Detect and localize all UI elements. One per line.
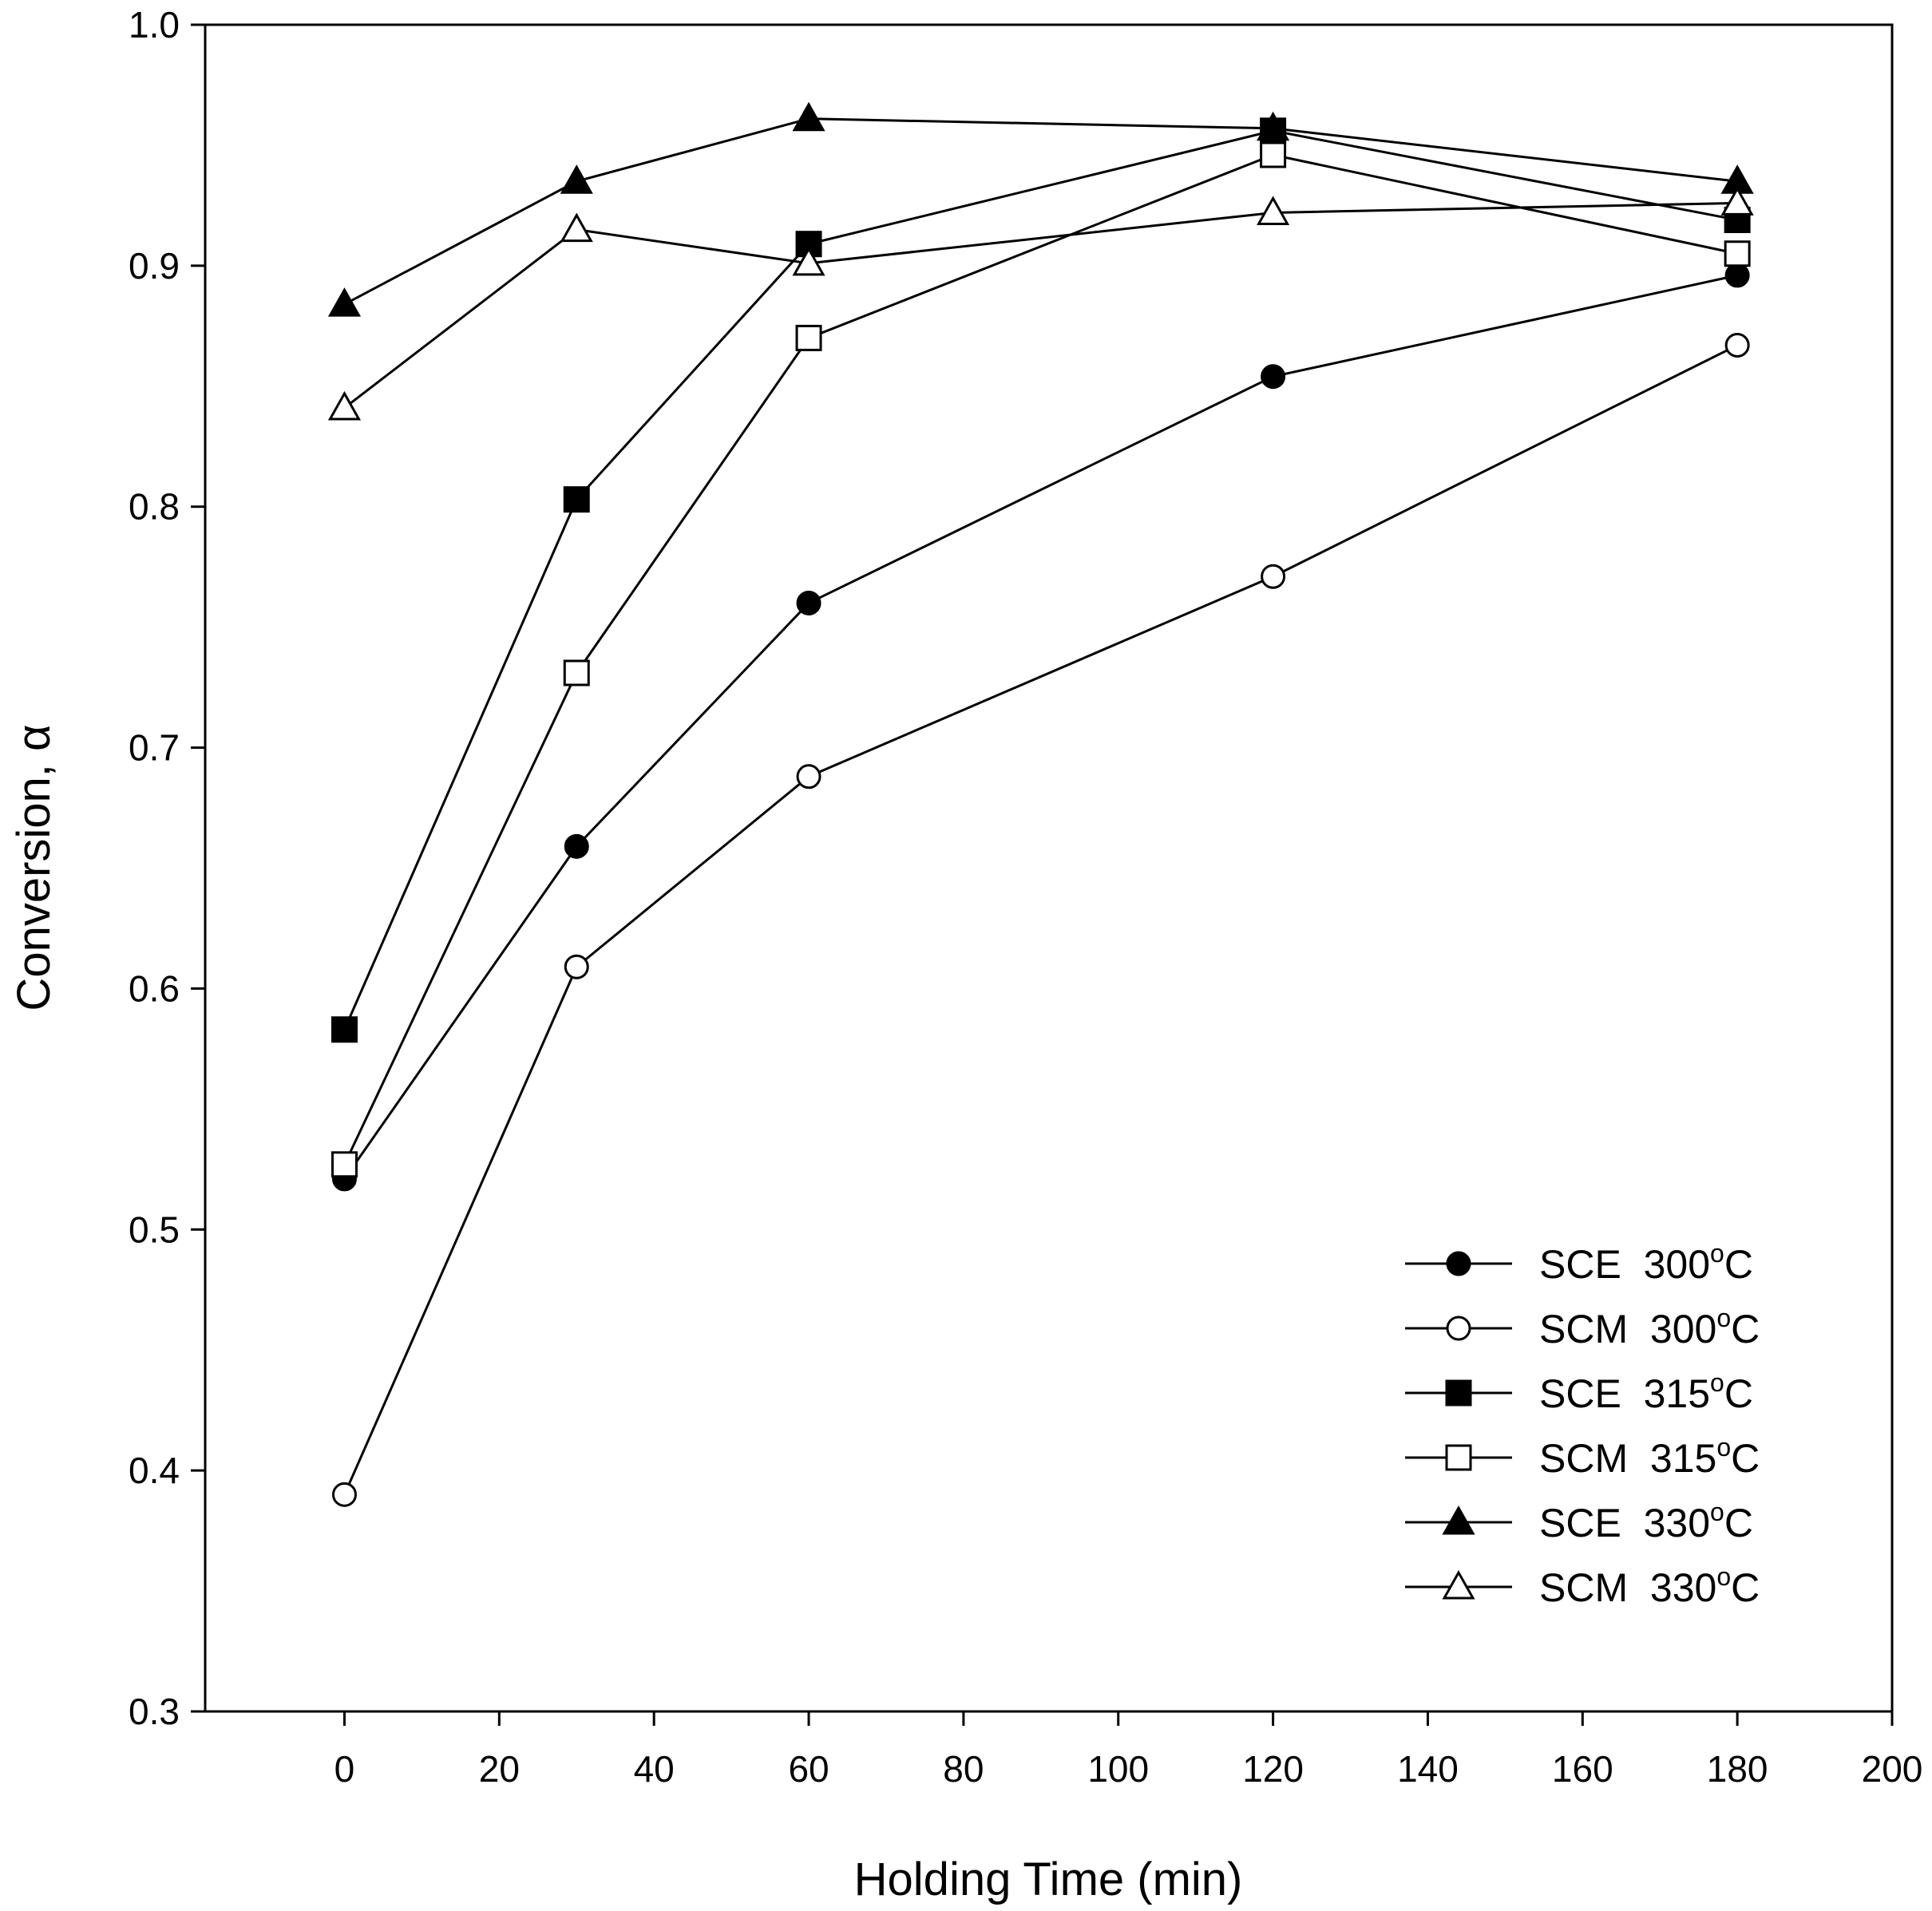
legend-entry: SCE 300oC xyxy=(1405,1239,1753,1287)
data-point xyxy=(560,164,593,194)
legend-marker xyxy=(1445,1379,1472,1407)
data-point xyxy=(560,212,593,243)
x-tick-label: 200 xyxy=(1862,1748,1923,1790)
series-line xyxy=(343,153,1738,1165)
legend-entry: SCM 330oC xyxy=(1405,1562,1760,1610)
x-axis-label: Holding Time (min) xyxy=(854,1854,1243,1905)
legend-entry: SCM 315oC xyxy=(1405,1433,1760,1481)
x-tick-label: 120 xyxy=(1242,1748,1304,1790)
data-point xyxy=(792,246,825,276)
legend: SCE 300oC SCM 300oC SCE 315oC SCM 315oC SCE … xyxy=(1405,1239,1760,1610)
data-point xyxy=(1260,141,1287,168)
data-point xyxy=(327,390,362,421)
x-tick-label: 20 xyxy=(479,1748,520,1790)
data-point xyxy=(564,833,589,859)
y-tick-label: 0.8 xyxy=(129,486,180,528)
legend-marker xyxy=(1446,1251,1471,1276)
data-point xyxy=(563,659,590,686)
x-tick-label: 160 xyxy=(1552,1748,1613,1790)
data-point xyxy=(1257,196,1290,225)
series-line xyxy=(343,344,1738,1495)
legend-marker xyxy=(1442,1505,1475,1535)
series-3 xyxy=(331,141,1751,1178)
legend-label: SCE 330oC xyxy=(1539,1498,1753,1545)
legend-label: SCE 300oC xyxy=(1539,1239,1753,1287)
plot-area xyxy=(327,101,1754,1507)
series-2 xyxy=(331,117,1751,1043)
data-point xyxy=(1724,263,1750,288)
data-point xyxy=(563,486,590,513)
data-point xyxy=(331,1151,358,1178)
series-0 xyxy=(331,263,1750,1192)
data-point xyxy=(795,324,822,351)
y-tick-label: 0.5 xyxy=(129,1209,180,1250)
legend-label: SCM 300oC xyxy=(1539,1304,1760,1351)
legend-label: SCM 315oC xyxy=(1539,1433,1760,1481)
legend-marker xyxy=(1445,1444,1472,1471)
data-point xyxy=(1724,332,1750,358)
y-tick-label: 0.4 xyxy=(129,1450,180,1491)
series-1 xyxy=(331,332,1750,1507)
y-axis: 0.3 0.4 0.5 0.6 0.7 0.8 0.9 1.0 xyxy=(129,4,205,1732)
data-point xyxy=(796,764,821,789)
series-5 xyxy=(327,186,1754,421)
y-axis-label: Conversion, α xyxy=(8,724,60,1011)
data-point xyxy=(1257,111,1290,141)
series-line xyxy=(343,117,1738,306)
data-point xyxy=(564,954,589,979)
x-tick-label: 100 xyxy=(1087,1748,1149,1790)
series-line xyxy=(343,129,1738,1031)
data-point xyxy=(1724,240,1751,267)
data-point xyxy=(792,101,825,132)
data-point xyxy=(331,1016,358,1043)
x-axis: 0 20 40 60 80 100 120 140 160 180 200 xyxy=(335,1711,1923,1790)
series-line xyxy=(343,274,1738,1180)
x-tick-label: 80 xyxy=(943,1748,984,1790)
legend-marker xyxy=(1442,1569,1475,1600)
x-tick-label: 0 xyxy=(335,1748,355,1790)
x-tick-label: 60 xyxy=(788,1748,829,1790)
y-tick-label: 0.3 xyxy=(129,1691,180,1732)
series-line xyxy=(343,201,1738,410)
x-tick-label: 140 xyxy=(1397,1748,1459,1790)
series-4 xyxy=(327,101,1754,317)
y-tick-label: 0.6 xyxy=(129,967,180,1009)
y-tick-label: 0.9 xyxy=(129,245,180,287)
legend-entry: SCE 315oC xyxy=(1405,1368,1753,1416)
y-tick-label: 1.0 xyxy=(129,4,180,46)
data-point xyxy=(327,287,362,317)
y-tick-label: 0.7 xyxy=(129,727,180,769)
legend-marker xyxy=(1446,1316,1471,1341)
data-point xyxy=(331,1482,357,1507)
data-point xyxy=(1261,564,1286,589)
legend-label: SCE 315oC xyxy=(1539,1368,1753,1416)
x-tick-label: 180 xyxy=(1707,1748,1768,1790)
x-tick-label: 40 xyxy=(634,1748,675,1790)
legend-label: SCM 330oC xyxy=(1539,1562,1760,1610)
data-point xyxy=(1720,186,1754,216)
legend-entry: SCM 300oC xyxy=(1405,1304,1760,1351)
data-point xyxy=(796,590,821,615)
data-point xyxy=(1261,364,1286,390)
legend-entry: SCE 330oC xyxy=(1405,1498,1753,1545)
plot-frame xyxy=(204,23,1894,1713)
